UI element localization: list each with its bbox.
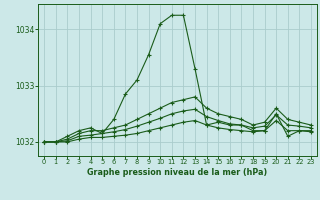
X-axis label: Graphe pression niveau de la mer (hPa): Graphe pression niveau de la mer (hPa) (87, 168, 268, 177)
